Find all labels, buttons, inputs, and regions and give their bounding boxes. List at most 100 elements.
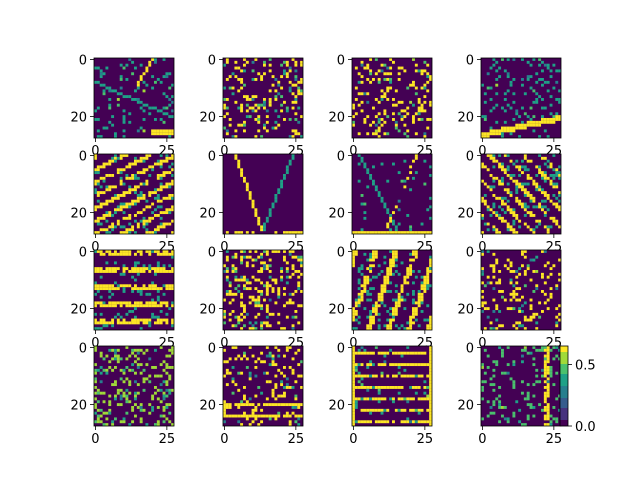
- heatmap-cell: [260, 321, 264, 325]
- heatmap-cell: [243, 351, 246, 355]
- heatmap-cell: [260, 304, 264, 308]
- heatmap-cell: [240, 304, 244, 308]
- heatmap-cell: [94, 318, 97, 322]
- heatmap-cell: [546, 386, 550, 389]
- heatmap-cell: [274, 109, 278, 113]
- heatmap-cell: [357, 292, 361, 296]
- heatmap-cell: [131, 368, 135, 372]
- heatmap-cell: [291, 292, 295, 296]
- heatmap-cell: [417, 295, 421, 299]
- heatmap-cell: [251, 199, 255, 203]
- heatmap-cell: [555, 371, 559, 375]
- heatmap-cell: [171, 174, 175, 177]
- heatmap-cell: [288, 89, 292, 93]
- heatmap-cell: [397, 72, 401, 76]
- heatmap-cell: [352, 403, 355, 407]
- heatmap-cell: [300, 403, 304, 407]
- heatmap-cell: [162, 391, 166, 395]
- heatmap-cell: [420, 86, 424, 90]
- heatmap-cell: [297, 403, 301, 407]
- heatmap-cell: [99, 354, 103, 358]
- heatmap-cell: [426, 118, 430, 121]
- heatmap-cell: [243, 304, 246, 308]
- heatmap-cell: [237, 284, 241, 288]
- heatmap-cell: [122, 270, 126, 273]
- heatmap-cell: [372, 315, 375, 319]
- heatmap-cell: [223, 374, 226, 378]
- heatmap-cell: [363, 307, 367, 311]
- heatmap-cell: [116, 267, 120, 271]
- heatmap-cell: [154, 272, 157, 276]
- heatmap-cell: [360, 298, 364, 302]
- heatmap-cell: [366, 351, 370, 355]
- heatmap-cell: [501, 290, 504, 293]
- heatmap-cell: [122, 321, 126, 325]
- heatmap-cell: [549, 182, 553, 186]
- heatmap-cell: [397, 397, 401, 401]
- heatmap-cell: [409, 318, 413, 322]
- heatmap-cell: [366, 420, 370, 424]
- colorbar-segment: [560, 368, 568, 371]
- heatmap-cell: [260, 391, 264, 395]
- heatmap-cell: [165, 171, 169, 175]
- heatmap-cell: [136, 86, 140, 90]
- heatmap-cell: [369, 324, 373, 328]
- heatmap-cell: [481, 301, 484, 305]
- heatmap-cell: [377, 388, 381, 392]
- heatmap-cell: [423, 281, 427, 285]
- heatmap-cell: [297, 374, 301, 378]
- heatmap-cell: [105, 354, 109, 358]
- heatmap-cell: [558, 89, 562, 93]
- heatmap-cell: [139, 75, 143, 79]
- heatmap-cell: [543, 386, 547, 389]
- heatmap-cell: [280, 371, 284, 375]
- heatmap-cell: [357, 281, 361, 285]
- heatmap-cell: [257, 222, 261, 226]
- heatmap-cell: [94, 397, 97, 401]
- heatmap-cell: [372, 252, 375, 256]
- heatmap-cell: [541, 250, 544, 253]
- y-tick-label: 0: [337, 53, 345, 68]
- heatmap-cell: [486, 208, 490, 212]
- heatmap-cell: [265, 290, 269, 293]
- heatmap-cell: [94, 348, 97, 352]
- heatmap-cell: [300, 290, 304, 293]
- heatmap-cell: [532, 228, 536, 232]
- heatmap-cell: [412, 408, 415, 412]
- heatmap-cell: [503, 129, 507, 133]
- heatmap-cell: [225, 106, 229, 110]
- heatmap-cell: [492, 264, 496, 268]
- heatmap-cell: [352, 363, 355, 367]
- heatmap-cell: [105, 185, 109, 189]
- heatmap-cell: [400, 231, 404, 235]
- heatmap-cell: [268, 208, 272, 212]
- heatmap-cell: [521, 324, 524, 328]
- heatmap-cell: [156, 388, 160, 392]
- heatmap-cell: [297, 92, 301, 96]
- heatmap-cell: [145, 301, 149, 305]
- heatmap-cell: [294, 380, 298, 384]
- heatmap-cell: [99, 391, 103, 395]
- heatmap-cell: [285, 63, 289, 67]
- heatmap-cell: [288, 420, 292, 424]
- heatmap-cell: [134, 397, 137, 401]
- heatmap-cell: [512, 284, 516, 288]
- heatmap-cell: [228, 406, 232, 409]
- heatmap-cell: [159, 132, 163, 136]
- heatmap-cell: [518, 307, 522, 311]
- heatmap-cell: [426, 287, 430, 291]
- heatmap-cell: [546, 391, 550, 395]
- heatmap-cell: [414, 391, 418, 395]
- heatmap-cell: [483, 327, 487, 331]
- heatmap-cell: [400, 397, 404, 401]
- heatmap-cell: [148, 191, 152, 195]
- heatmap-cell: [495, 281, 499, 285]
- heatmap-cell: [552, 194, 556, 197]
- heatmap-cell: [105, 261, 109, 265]
- heatmap-cell: [168, 86, 172, 90]
- heatmap-cell: [558, 304, 562, 308]
- heatmap-cell: [423, 95, 427, 99]
- heatmap-cell: [366, 386, 370, 389]
- heatmap-cell: [234, 278, 238, 282]
- heatmap-cell: [154, 366, 157, 369]
